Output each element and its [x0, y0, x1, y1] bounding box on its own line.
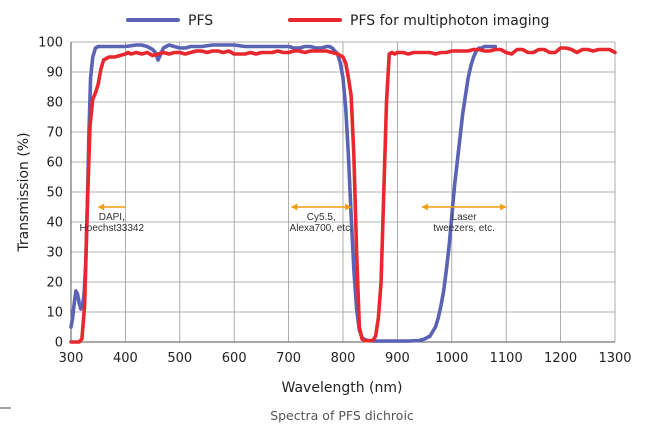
annotation-label: Laser: [452, 212, 478, 223]
annotation-dapi: DAPI,Hoechst33342: [80, 203, 145, 234]
annotation-label: tweezers, etc.: [433, 223, 495, 234]
x-tick-label: 1000: [435, 351, 468, 366]
x-tick-label: 1300: [598, 351, 631, 366]
series-layer: [69, 43, 617, 344]
x-tick-label: 800: [331, 351, 356, 366]
y-tick-label: 10: [46, 306, 63, 321]
annotation-label: Hoechst33342: [80, 223, 145, 234]
annotation-arrowhead: [345, 203, 352, 211]
x-tick-label: 500: [167, 351, 192, 366]
y-tick-label: 30: [46, 246, 63, 261]
x-tick-label: 1200: [544, 351, 577, 366]
legend-item-pfs: PFS: [126, 13, 213, 29]
x-tick-label: 300: [59, 351, 84, 366]
annotation-label: Cy5.5,: [307, 212, 336, 223]
x-tick-label: 400: [113, 351, 138, 366]
y-tick-label: 70: [46, 126, 63, 141]
annotation-arrowhead: [291, 203, 298, 211]
x-tick-label: 900: [385, 351, 410, 366]
x-axis-title: Wavelength (nm): [282, 380, 403, 396]
annotation-cy55: Cy5.5,Alexa700, etc.: [290, 203, 353, 234]
y-tick-label: 100: [38, 36, 63, 51]
y-axis-title: Transmission (%): [16, 132, 32, 252]
x-tick-label: 600: [222, 351, 247, 366]
x-tick-label: 700: [276, 351, 301, 366]
chart-caption: Spectra of PFS dichroic: [270, 408, 414, 423]
x-tick-label: 1100: [490, 351, 523, 366]
y-tick-label: 50: [46, 186, 63, 201]
annotation-label: Alexa700, etc.: [290, 223, 353, 234]
legend-label: PFS for multiphoton imaging: [350, 13, 549, 29]
legend-label: PFS: [188, 13, 213, 29]
legend: PFS PFS for multiphoton imaging: [126, 13, 549, 29]
y-tick-label: 40: [46, 216, 63, 231]
y-tick-label: 80: [46, 96, 63, 111]
annotation-arrowhead: [98, 203, 105, 211]
grid-layer: [71, 41, 616, 342]
legend-item-pfs-multiphoton: PFS for multiphoton imaging: [288, 13, 549, 29]
annotation-label: DAPI,: [99, 212, 125, 223]
y-tick-label: 0: [55, 336, 63, 351]
annotation-arrowhead: [500, 203, 507, 211]
y-tick-label: 60: [46, 156, 63, 171]
axis-layer: 300 400 500 600 700 800 900 1000 1100 1200 1300 0 10…: [38, 36, 631, 367]
annotation-arrowhead: [421, 203, 428, 211]
y-tick-label: 90: [46, 66, 63, 81]
annotation-layer: DAPI,Hoechst33342 Cy5.5,Alexa700, etc. Las…: [80, 203, 507, 234]
series-line-pfs: [69, 43, 498, 343]
series-line-pfs-multiphoton: [69, 46, 617, 344]
y-tick-label: 20: [46, 276, 63, 291]
